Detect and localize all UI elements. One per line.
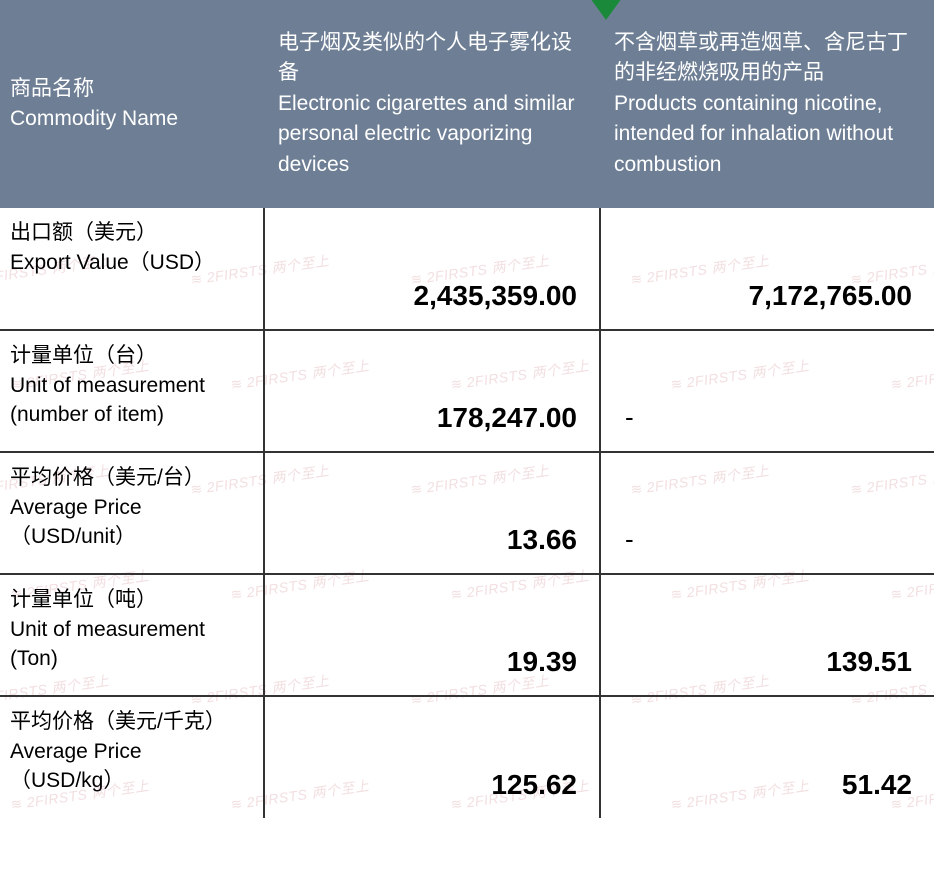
row-label-en: Average Price （USD/kg） [10, 737, 251, 796]
header-col2-en: Electronic cigarettes and similar person… [278, 89, 586, 180]
header-nicotine-products: 不含烟草或再造烟草、含尼古丁的非经燃烧吸用的产品 Products contai… [600, 0, 934, 208]
header-col1-cn: 商品名称 [10, 74, 250, 104]
cell-value: - [625, 399, 634, 435]
cell-value: 2,435,359.00 [414, 276, 578, 315]
row-value-col1: 125.62 [264, 696, 600, 818]
cell-value: - [625, 521, 634, 557]
row-value-col1: 13.66 [264, 452, 600, 574]
table-row: 计量单位（吨）Unit of measurement (Ton) 19.39 139… [0, 574, 934, 696]
table-header: 商品名称 Commodity Name 电子烟及类似的个人电子雾化设备 Elec… [0, 0, 934, 208]
cell-value: 19.39 [507, 642, 577, 681]
row-label-en: Export Value（USD） [10, 248, 251, 277]
header-col3-en: Products containing nicotine, intended f… [614, 89, 920, 180]
row-value-col2: 139.51 [600, 574, 934, 696]
header-col2-cn: 电子烟及类似的个人电子雾化设备 [278, 28, 586, 89]
row-label-cn: 计量单位（台） [10, 341, 251, 370]
cell-value: 51.42 [842, 765, 912, 804]
table-row: 平均价格（美元/千克）Average Price （USD/kg） 125.62 5… [0, 696, 934, 818]
row-label-cn: 平均价格（美元/台） [10, 463, 251, 492]
header-ecig: 电子烟及类似的个人电子雾化设备 Electronic cigarettes an… [264, 0, 600, 208]
table-row: 平均价格（美元/台）Average Price （USD/unit） 13.66 - [0, 452, 934, 574]
row-value-col1: 178,247.00 [264, 330, 600, 452]
row-value-col1: 19.39 [264, 574, 600, 696]
cell-value: 7,172,765.00 [749, 276, 913, 315]
row-value-col2: - [600, 452, 934, 574]
row-label: 平均价格（美元/台）Average Price （USD/unit） [0, 452, 264, 574]
header-col1-en: Commodity Name [10, 104, 250, 134]
cell-value: 125.62 [491, 765, 577, 804]
header-pointer-triangle [590, 0, 622, 20]
row-label-cn: 出口额（美元） [10, 218, 251, 247]
row-value-col2: 7,172,765.00 [600, 208, 934, 330]
row-label-en: Unit of measurement (Ton) [10, 615, 251, 674]
table-row: 计量单位（台）Unit of measurement (number of it… [0, 330, 934, 452]
row-label-en: Unit of measurement (number of item) [10, 371, 251, 430]
row-label: 计量单位（吨）Unit of measurement (Ton) [0, 574, 264, 696]
row-value-col2: 51.42 [600, 696, 934, 818]
row-label: 平均价格（美元/千克）Average Price （USD/kg） [0, 696, 264, 818]
row-label-cn: 计量单位（吨） [10, 585, 251, 614]
cell-value: 178,247.00 [437, 398, 577, 437]
cell-value: 13.66 [507, 520, 577, 559]
row-label-cn: 平均价格（美元/千克） [10, 707, 251, 736]
table-row: 出口额（美元） Export Value（USD） 2,435,359.00 7,1… [0, 208, 934, 330]
row-value-col1: 2,435,359.00 [264, 208, 600, 330]
header-col3-cn: 不含烟草或再造烟草、含尼古丁的非经燃烧吸用的产品 [614, 28, 920, 89]
row-label: 计量单位（台）Unit of measurement (number of it… [0, 330, 264, 452]
data-table: 商品名称 Commodity Name 电子烟及类似的个人电子雾化设备 Elec… [0, 0, 934, 818]
header-commodity-name: 商品名称 Commodity Name [0, 0, 264, 208]
table-body: 出口额（美元） Export Value（USD） 2,435,359.00 7,1… [0, 208, 934, 818]
row-label: 出口额（美元） Export Value（USD） [0, 208, 264, 330]
cell-value: 139.51 [826, 642, 912, 681]
row-label-en: Average Price （USD/unit） [10, 493, 251, 552]
row-value-col2: - [600, 330, 934, 452]
